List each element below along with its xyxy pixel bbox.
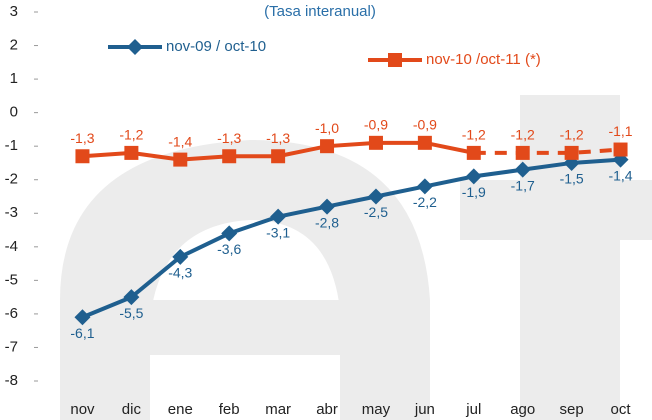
x-tick-label: feb (219, 401, 240, 418)
x-tick-label: abr (316, 401, 338, 418)
y-tick-label: 2 (10, 37, 18, 54)
x-tick-label: sep (560, 401, 584, 418)
value-label: -1,2 (462, 127, 486, 143)
marker (124, 145, 139, 160)
subtitle: (Tasa interanual) (264, 3, 376, 20)
value-label: -1,3 (266, 130, 290, 146)
y-tick-label: 0 (10, 104, 18, 121)
marker (416, 178, 433, 195)
y-tick-label: -5 (5, 271, 18, 288)
marker (515, 145, 530, 160)
x-tick-label: nov (70, 401, 95, 418)
y-tick-label: 1 (10, 70, 18, 87)
value-label: -1,1 (608, 123, 632, 139)
marker (75, 149, 90, 164)
value-label: -2,2 (413, 194, 437, 210)
marker (514, 161, 531, 178)
x-tick-label: dic (122, 401, 142, 418)
line (81, 157, 621, 320)
y-tick-label: -1 (5, 137, 18, 154)
value-label: -1,2 (560, 127, 584, 143)
marker (270, 208, 287, 225)
value-label: -1,2 (511, 127, 535, 143)
marker (172, 248, 189, 265)
value-label: -1,9 (462, 184, 486, 200)
value-label: -1,7 (511, 177, 535, 193)
x-tick-label: mar (265, 401, 291, 418)
x-tick-label: may (362, 401, 391, 418)
value-label: -1,0 (315, 120, 339, 136)
value-label: -4,3 (168, 265, 192, 281)
value-label: -0,9 (364, 117, 388, 133)
marker (222, 149, 237, 164)
y-tick-label: -3 (5, 204, 18, 221)
marker (173, 152, 188, 167)
y-tick-label: -8 (5, 372, 18, 389)
legend-marker (127, 39, 143, 55)
value-label: -1,3 (217, 130, 241, 146)
value-label: -6,1 (70, 325, 94, 341)
y-tick-label: -2 (5, 171, 18, 188)
marker (564, 145, 579, 160)
value-label: -2,8 (315, 214, 339, 230)
value-label: -2,5 (364, 204, 388, 220)
value-label: -3,1 (266, 224, 290, 240)
marker (465, 168, 482, 185)
value-label: -5,5 (119, 305, 143, 321)
y-tick-label: -7 (5, 338, 18, 355)
marker (74, 309, 91, 326)
legend-label: nov-10 /oct-11 (*) (426, 51, 541, 68)
value-label: -3,6 (217, 241, 241, 257)
marker (613, 142, 628, 157)
x-tick-label: ago (510, 401, 535, 418)
value-label: -1,2 (119, 127, 143, 143)
x-tick-label: jul (465, 401, 481, 418)
marker (417, 135, 432, 150)
watermark (60, 95, 652, 420)
marker (123, 289, 140, 306)
value-label: -1,4 (608, 167, 632, 183)
value-label: -1,3 (70, 130, 94, 146)
legend-label: nov-09 / oct-10 (166, 38, 266, 55)
marker (368, 135, 383, 150)
y-tick-label: -4 (5, 238, 18, 255)
value-label: -0,9 (413, 117, 437, 133)
legend-marker (388, 53, 402, 67)
value-label: -1,4 (168, 133, 192, 149)
line-dashed (473, 147, 621, 155)
x-tick-label: oct (611, 401, 632, 418)
marker (271, 149, 286, 164)
value-label: -1,5 (560, 171, 584, 187)
y-tick-label: -6 (5, 305, 18, 322)
marker (320, 139, 335, 154)
x-tick-label: ene (168, 401, 193, 418)
y-tick-label: 3 (10, 3, 18, 20)
marker (221, 225, 238, 242)
marker (367, 188, 384, 205)
marker (466, 145, 481, 160)
marker (319, 198, 336, 215)
x-tick-label: jun (414, 401, 435, 418)
